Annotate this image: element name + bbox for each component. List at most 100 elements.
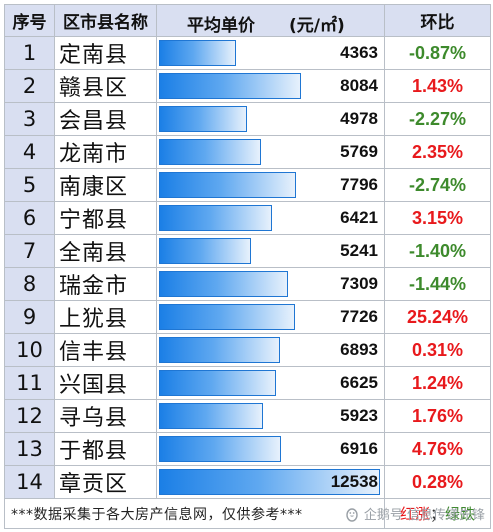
- table-row: 4 龙南市 5769 2.35%: [4, 135, 491, 169]
- price-value: 5923: [340, 406, 378, 425]
- row-index: 6: [4, 201, 55, 235]
- price-cell: 6916: [156, 432, 385, 466]
- header-idx: 序号: [4, 4, 55, 37]
- change-value: 0.28%: [384, 465, 491, 499]
- price-value: 5241: [340, 241, 378, 260]
- price-cell: 7796: [156, 168, 385, 202]
- price-value: 7796: [340, 175, 378, 194]
- change-value: -2.27%: [384, 102, 491, 136]
- table-body: 1 定南县 4363 -0.87% 2 赣县区 8084 1.43% 3 会昌县 4978 -2.27…: [4, 36, 491, 499]
- price-table: 序号 区市县名称 平均单价 (元/㎡) 环比 1 定南县 4363 -0.87% 2 赣县…: [4, 4, 491, 529]
- penguin-icon: [346, 507, 358, 522]
- price-value: 6916: [340, 439, 378, 458]
- table-row: 11 兴国县 6625 1.24%: [4, 366, 491, 400]
- price-value: 6893: [340, 340, 378, 359]
- price-cell: 4363: [156, 36, 385, 70]
- row-index: 3: [4, 102, 55, 136]
- change-value: 1.24%: [384, 366, 491, 400]
- row-index: 10: [4, 333, 55, 367]
- row-index: 12: [4, 399, 55, 433]
- change-value: 4.76%: [384, 432, 491, 466]
- table-row: 8 瑞金市 7309 -1.44%: [4, 267, 491, 301]
- change-value: 0.31%: [384, 333, 491, 367]
- table-row: 2 赣县区 8084 1.43%: [4, 69, 491, 103]
- table-row: 5 南康区 7796 -2.74%: [4, 168, 491, 202]
- row-index: 9: [4, 300, 55, 334]
- price-bar: [159, 469, 380, 495]
- price-cell: 4978: [156, 102, 385, 136]
- price-cell: 7726: [156, 300, 385, 334]
- district-name: 南康区: [54, 168, 157, 202]
- row-index: 13: [4, 432, 55, 466]
- price-cell: 6893: [156, 333, 385, 367]
- price-value: 4978: [340, 109, 378, 128]
- price-cell: 6625: [156, 366, 385, 400]
- price-value: 6625: [340, 373, 378, 392]
- price-cell: 12538: [156, 465, 385, 499]
- price-bar: [159, 106, 247, 132]
- change-value: 1.43%: [384, 69, 491, 103]
- district-name: 龙南市: [54, 135, 157, 169]
- legend-down: 绿跌: [445, 505, 476, 523]
- district-name: 宁都县: [54, 201, 157, 235]
- change-value: 2.35%: [384, 135, 491, 169]
- watermark: 企鹅号 信息传递先锋: [344, 504, 485, 523]
- price-value: 5769: [340, 142, 378, 161]
- district-name: 兴国县: [54, 366, 157, 400]
- change-value: -1.40%: [384, 234, 491, 268]
- price-value: 12538: [330, 472, 378, 491]
- legend-separator: ；: [429, 505, 445, 523]
- color-legend: 红涨；绿跌: [384, 498, 491, 529]
- row-index: 2: [4, 69, 55, 103]
- price-value: 7726: [340, 307, 378, 326]
- price-bar: [159, 403, 263, 429]
- price-value: 7309: [340, 274, 378, 293]
- row-index: 1: [4, 36, 55, 70]
- district-name: 定南县: [54, 36, 157, 70]
- change-value: -1.44%: [384, 267, 491, 301]
- price-value: 8084: [340, 76, 378, 95]
- row-index: 4: [4, 135, 55, 169]
- change-value: -2.74%: [384, 168, 491, 202]
- district-name: 会昌县: [54, 102, 157, 136]
- change-value: -0.87%: [384, 36, 491, 70]
- district-name: 信丰县: [54, 333, 157, 367]
- table-row: 13 于都县 6916 4.76%: [4, 432, 491, 466]
- header-name: 区市县名称: [54, 4, 157, 37]
- header-avg-label: 平均单价: [187, 16, 255, 36]
- row-index: 5: [4, 168, 55, 202]
- district-name: 上犹县: [54, 300, 157, 334]
- price-value: 4363: [340, 43, 378, 62]
- price-cell: 5923: [156, 399, 385, 433]
- district-name: 寻乌县: [54, 399, 157, 433]
- header-row: 序号 区市县名称 平均单价 (元/㎡) 环比: [4, 4, 491, 37]
- district-name: 瑞金市: [54, 267, 157, 301]
- price-cell: 6421: [156, 201, 385, 235]
- row-index: 11: [4, 366, 55, 400]
- table-row: 10 信丰县 6893 0.31%: [4, 333, 491, 367]
- price-bar: [159, 304, 295, 330]
- price-cell: 5241: [156, 234, 385, 268]
- header-avg-price: 平均单价 (元/㎡): [156, 4, 385, 37]
- row-index: 7: [4, 234, 55, 268]
- price-value: 6421: [340, 208, 378, 227]
- table-row: 1 定南县 4363 -0.87%: [4, 36, 491, 70]
- change-value: 3.15%: [384, 201, 491, 235]
- legend-up: 红涨: [399, 505, 430, 523]
- price-bar: [159, 370, 276, 396]
- watermark-text: 企鹅号 信息传递先锋: [363, 508, 485, 523]
- price-bar: [159, 205, 272, 231]
- price-bar: [159, 238, 251, 264]
- header-unit-label: (元/㎡): [289, 16, 345, 36]
- price-cell: 7309: [156, 267, 385, 301]
- footer-row: ***数据采集于各大房产信息网，仅供参考*** 红涨；绿跌: [4, 498, 491, 529]
- table-row: 3 会昌县 4978 -2.27%: [4, 102, 491, 136]
- table-row: 14 章贡区 12538 0.28%: [4, 465, 491, 499]
- price-bar: [159, 337, 280, 363]
- footer-note: ***数据采集于各大房产信息网，仅供参考***: [4, 498, 385, 529]
- district-name: 于都县: [54, 432, 157, 466]
- price-bar: [159, 40, 236, 66]
- row-index: 8: [4, 267, 55, 301]
- price-bar: [159, 172, 296, 198]
- table-row: 12 寻乌县 5923 1.76%: [4, 399, 491, 433]
